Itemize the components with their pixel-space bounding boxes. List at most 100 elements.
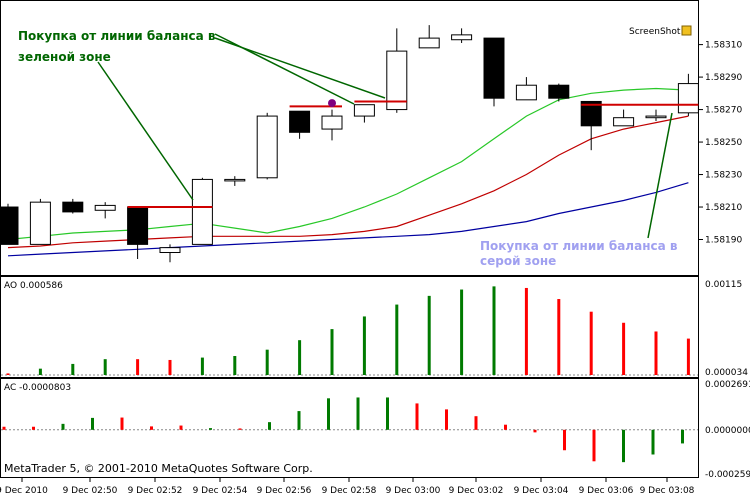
candle-bull (451, 34, 473, 41)
ac-bar (592, 429, 596, 462)
ao-bar (298, 340, 302, 375)
candle-bear (62, 201, 84, 213)
ao-bar (492, 286, 496, 375)
time-tick-label: 9 Dec 02:58 (322, 486, 377, 496)
ao-bar (6, 373, 10, 375)
ao-bar (330, 329, 334, 375)
ac-bar (209, 428, 212, 430)
ac-bar (297, 411, 301, 430)
candle-bull (613, 117, 635, 127)
ao-bar (427, 295, 431, 375)
candle-bear (548, 84, 570, 99)
candle-bull (321, 115, 343, 130)
time-tick-label: 9 Dec 2010 (0, 486, 48, 496)
ao-bar (589, 311, 593, 375)
ao-bar (654, 331, 658, 375)
pointer-green-1 (97, 61, 194, 201)
ac-tick-label: -0.0002596 (705, 470, 750, 480)
candle-bull (159, 247, 181, 254)
ac-bar (386, 397, 389, 430)
ac-bar (120, 417, 124, 430)
ac-bar (327, 398, 330, 430)
ao-bar (265, 349, 269, 375)
candle-bull (353, 104, 375, 117)
screenshot-icon[interactable] (681, 25, 692, 36)
annotation-gray-line1: Покупка от линии баланса в (480, 239, 678, 253)
ac-panel (0, 378, 699, 478)
ac-bar (32, 426, 35, 430)
ao-layer (1, 286, 698, 376)
ao-bar (557, 299, 561, 375)
candle-bull (645, 115, 667, 119)
ac-bar (563, 429, 566, 451)
ac-bar (622, 429, 625, 463)
price-tick-label: 1.58290 (705, 73, 742, 83)
ma-fast-line (7, 87, 689, 241)
time-tick-label: 9 Dec 03:06 (579, 486, 634, 496)
time-tick-label: 9 Dec 03:04 (514, 486, 569, 496)
ac-bar (61, 423, 65, 430)
ma-slow-line (7, 182, 689, 257)
ao-bar (686, 338, 690, 375)
ao-bar (136, 359, 140, 375)
ac-bar (533, 429, 537, 433)
ac-layer (1, 397, 698, 463)
candle-bull (191, 178, 213, 245)
price-panel (0, 0, 699, 276)
time-tick-label: 9 Dec 03:02 (449, 486, 504, 496)
ao-bar (71, 363, 75, 375)
ao-panel (0, 276, 699, 378)
time-tick-label: 9 Dec 02:50 (63, 486, 118, 496)
ac-bar (238, 428, 242, 430)
annotation-pointers (97, 33, 673, 239)
candle-bull (94, 204, 116, 211)
candle-bull (677, 83, 699, 114)
pointer-green-3 (214, 37, 386, 99)
ao-title: AO 0.000586 (4, 281, 63, 291)
ao-bar (168, 359, 172, 375)
candle-bear (0, 206, 19, 245)
ac-tick-label: 0.0000000 (705, 426, 750, 436)
price-tick-label: 1.58270 (705, 106, 742, 116)
ma-mid-line (7, 115, 689, 249)
ac-bar (150, 426, 153, 430)
ac-bar (356, 397, 360, 430)
candle-bull (386, 50, 408, 111)
ao-tick-label: 0.000034 (705, 368, 748, 378)
ac-bar (504, 424, 507, 430)
ao-bar (395, 304, 399, 375)
price-tick-label: 1.58230 (705, 171, 742, 181)
pointer-gray (647, 112, 673, 239)
ac-bar (681, 429, 684, 444)
price-tick-label: 1.58210 (705, 203, 742, 213)
ac-bar (651, 429, 655, 455)
ao-bar (38, 368, 42, 375)
time-tick-label: 9 Dec 02:56 (257, 486, 312, 496)
ac-bar (2, 426, 6, 430)
ao-bar (460, 289, 464, 375)
candle-bear (127, 206, 149, 245)
ao-bar (622, 322, 626, 375)
ao-bar (103, 359, 107, 375)
screenshot-label[interactable]: ScreenShot (629, 27, 681, 37)
ao-tick-label: 0.00115 (705, 280, 742, 290)
ac-bar (179, 425, 183, 430)
price-tick-label: 1.58310 (705, 41, 742, 51)
candle-bull (515, 84, 537, 101)
price-tick-label: 1.58190 (705, 236, 742, 246)
ac-bar (268, 422, 271, 430)
time-tick-label: 9 Dec 02:54 (193, 486, 248, 496)
candle-bear (289, 110, 311, 133)
ao-bar (233, 356, 237, 375)
candle-bull (256, 115, 278, 179)
ao-bar (200, 357, 204, 375)
ac-bar (474, 416, 478, 430)
time-tick-label: 9 Dec 03:00 (386, 486, 441, 496)
copyright-text: MetaTrader 5, © 2001-2010 MetaQuotes Sof… (4, 462, 313, 475)
ac-title: AC -0.0000803 (4, 383, 71, 393)
candle-bear (483, 37, 505, 99)
ac-bar (415, 403, 419, 430)
axis-layer: 1.58310 1.58290 1.58270 1.58250 1.58230 1.582… (0, 41, 750, 496)
annotation-green-line1: Покупка от линии баланса в (18, 29, 216, 43)
